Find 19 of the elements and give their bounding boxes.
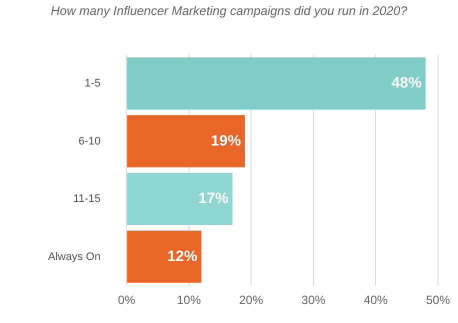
data-label: 17% [198,190,228,208]
y-tick-label: Always On [48,250,101,263]
x-tick-label: 40% [364,293,388,308]
data-label: 19% [210,132,241,150]
x-tick-label: 10% [176,293,202,308]
data-label: 48% [392,74,422,92]
x-tick-label: 0% [118,293,136,308]
y-tick-label: 1-5 [84,78,101,90]
x-tick-label: 30% [301,293,326,308]
bar [127,172,232,226]
x-tick-label: 20% [239,293,264,308]
y-tick-label: 11-15 [73,193,101,206]
bar [127,230,202,283]
data-label: 12% [167,248,198,265]
bar [127,115,245,168]
chart-title: How many Influencer Marketing campaigns did you run in 2020? [50,4,408,18]
x-tick-label: 50% [426,293,450,308]
y-tick-label: 6-10 [78,135,101,148]
bar [127,57,426,110]
